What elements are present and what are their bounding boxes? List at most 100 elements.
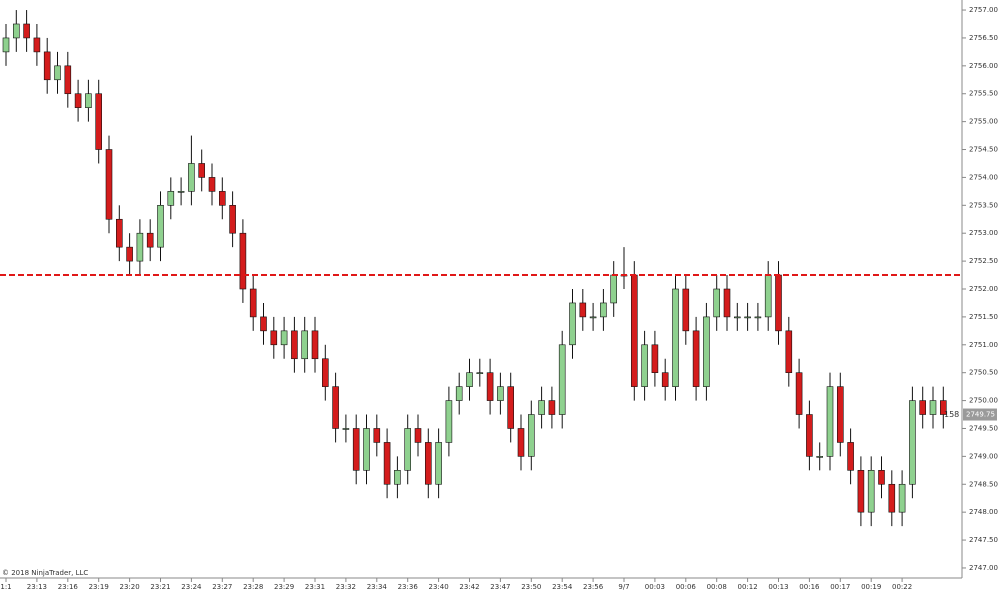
candle-body xyxy=(661,372,669,387)
x-tick-label: 23:36 xyxy=(398,583,419,591)
x-tick-label: 00:19 xyxy=(861,583,881,591)
x-tick-label: 23:20 xyxy=(120,583,140,591)
candle-body xyxy=(610,274,618,304)
x-tick-label: 00:16 xyxy=(799,583,820,591)
candle-body xyxy=(198,163,205,178)
y-tick-label: 2753.00 xyxy=(969,229,998,237)
x-tick-label: 23:54 xyxy=(552,583,573,591)
x-tick-label: 23:19 xyxy=(89,583,109,591)
candle-body xyxy=(414,428,422,443)
y-tick-label: 2752.50 xyxy=(969,257,998,265)
x-tick-label: 23:13 xyxy=(27,583,47,591)
candle-body xyxy=(692,330,700,387)
candle-body xyxy=(455,386,463,401)
candle-body xyxy=(352,428,360,471)
candle-body xyxy=(301,330,309,360)
candle-body xyxy=(929,400,937,415)
last-price-box xyxy=(963,408,997,421)
x-tick-label: 23:28 xyxy=(243,583,263,591)
x-tick-label: 23:24 xyxy=(181,583,202,591)
candle-body xyxy=(733,316,741,319)
candle-body xyxy=(95,93,102,150)
candle-body xyxy=(939,400,947,415)
y-tick-label: 2754.00 xyxy=(969,173,998,181)
candle-body xyxy=(672,288,679,387)
candle-body xyxy=(239,232,247,290)
x-tick-label: 00:08 xyxy=(707,583,727,591)
y-tick-label: 2749.50 xyxy=(969,424,998,432)
y-tick-label: 2756.00 xyxy=(969,62,998,70)
candle-body xyxy=(888,483,896,513)
candle-body xyxy=(136,232,144,262)
candle-body xyxy=(744,316,751,319)
y-tick-label: 2756.50 xyxy=(969,34,998,42)
candle-body xyxy=(394,470,401,485)
candle-body xyxy=(497,386,504,401)
candle-body xyxy=(651,344,659,373)
candle-body xyxy=(74,93,82,108)
candle-body xyxy=(909,400,916,485)
candle-body xyxy=(105,149,113,220)
candle-body xyxy=(507,386,515,429)
x-tick-label: 23:40 xyxy=(429,583,449,591)
x-tick-label: 1:1 xyxy=(0,583,11,591)
candle-body xyxy=(43,51,51,81)
candle-body xyxy=(291,330,298,360)
candle-body xyxy=(785,330,793,373)
y-tick-label: 2748.50 xyxy=(969,480,998,488)
candle-body xyxy=(919,400,927,415)
candle-body xyxy=(435,442,442,485)
candle-body xyxy=(177,191,185,193)
candle-body xyxy=(116,218,123,248)
x-tick-label: 23:29 xyxy=(274,583,294,591)
candle-body xyxy=(795,372,803,415)
y-tick-label: 2749.00 xyxy=(969,452,998,460)
candle-body xyxy=(579,302,587,318)
y-tick-label: 2751.50 xyxy=(969,313,998,321)
candle-body xyxy=(85,93,92,108)
x-tick-label: 23:21 xyxy=(150,583,170,591)
y-tick-label: 2754.50 xyxy=(969,146,998,154)
candle-body xyxy=(13,23,20,39)
y-tick-label: 2750.00 xyxy=(969,397,998,405)
candle-body xyxy=(383,442,391,485)
y-tick-label: 2750.50 xyxy=(969,369,998,377)
candle-body xyxy=(558,344,566,415)
candle-body xyxy=(569,302,576,346)
x-tick-label: 00:06 xyxy=(676,583,697,591)
candle-body xyxy=(775,274,782,332)
x-tick-label: 00:12 xyxy=(738,583,758,591)
candle-body xyxy=(54,65,61,81)
candle-body xyxy=(64,65,72,95)
candle-body xyxy=(527,414,535,457)
candle-body xyxy=(188,163,195,192)
candle-body xyxy=(229,205,236,234)
candle-body xyxy=(249,288,257,318)
y-tick-label: 2755.50 xyxy=(969,90,998,98)
candle-body xyxy=(23,23,30,39)
candle-body xyxy=(589,316,597,319)
x-tick-label: 23:42 xyxy=(459,583,479,591)
candle-body xyxy=(600,302,607,318)
candle-body xyxy=(816,456,824,458)
candle-body xyxy=(157,205,164,248)
candle-body xyxy=(270,330,278,346)
candle-body xyxy=(836,386,844,443)
candle-body xyxy=(764,274,772,318)
candle-body xyxy=(2,37,10,53)
candle-body xyxy=(538,400,545,415)
y-tick-label: 2747.00 xyxy=(969,564,998,572)
y-tick-label: 2748.00 xyxy=(969,508,998,516)
candle-body xyxy=(167,191,175,206)
x-tick-label: 23:27 xyxy=(212,583,232,591)
candle-body xyxy=(867,470,875,513)
last-price-label: 2749.75 xyxy=(966,411,995,419)
x-tick-label: 23:31 xyxy=(305,583,325,591)
y-tick-label: 2755.00 xyxy=(969,118,998,126)
candle-body xyxy=(404,428,412,471)
x-tick-label: 00:13 xyxy=(768,583,788,591)
candle-body xyxy=(146,232,154,248)
candle-body xyxy=(898,483,906,513)
